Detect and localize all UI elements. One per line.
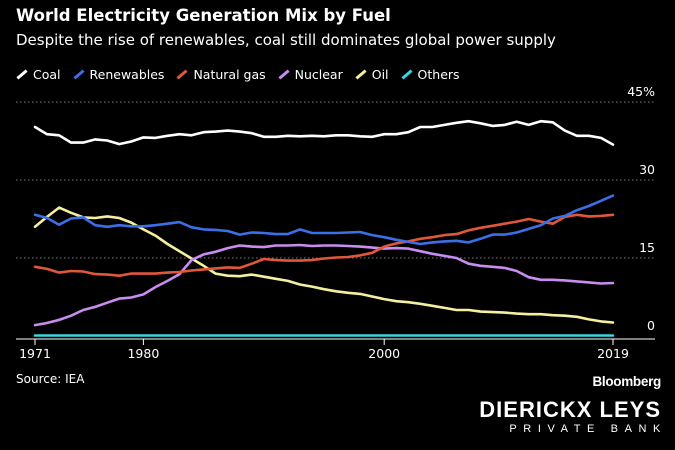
legend-item-oil: Oil <box>355 67 389 82</box>
legend-label: Nuclear <box>294 66 343 82</box>
y-tick-label: 0 <box>647 318 655 333</box>
y-tick-label: 30 <box>639 162 655 177</box>
brand-logo: DIERICKX LEYS PRIVATE BANK <box>479 398 661 436</box>
legend-item-coal: Coal <box>16 67 61 82</box>
y-tick-label: 15 <box>639 240 655 255</box>
legend-label: Renewables <box>89 66 165 82</box>
series-line-coal <box>33 119 615 146</box>
series-line-renewables <box>33 194 615 246</box>
x-tick-label: 1980 <box>127 346 159 361</box>
legend-label: Coal <box>33 66 61 82</box>
chart-title: World Electricity Generation Mix by Fuel <box>16 6 391 25</box>
legend-item-natural-gas: Natural gas <box>176 66 266 82</box>
source-note: Source: IEA <box>16 372 85 386</box>
y-tick-label: 45% <box>627 84 655 99</box>
brand-name: DIERICKX LEYS <box>479 397 661 422</box>
x-tick-label: 1971 <box>19 346 51 361</box>
brand-subtitle: PRIVATE BANK <box>509 423 667 435</box>
legend-item-renewables: Renewables <box>72 66 165 82</box>
series-line-nuclear <box>33 243 615 327</box>
legend: Coal Renewables Natural gas Nuclear Oil Other… <box>16 66 472 82</box>
legend-label: Natural gas <box>193 66 266 82</box>
legend-item-nuclear: Nuclear <box>278 67 343 82</box>
bloomberg-logo: Bloomberg <box>592 374 661 389</box>
chart-subtitle: Despite the rise of renewables, coal sti… <box>16 31 556 49</box>
legend-label: Others <box>417 66 460 82</box>
series-line-natural-gas <box>33 213 615 278</box>
x-tick-label: 2000 <box>368 346 400 361</box>
legend-label: Oil <box>371 66 389 82</box>
series-line-oil <box>33 206 615 324</box>
legend-item-others: Others <box>400 66 460 82</box>
x-tick-label: 2019 <box>597 346 629 361</box>
